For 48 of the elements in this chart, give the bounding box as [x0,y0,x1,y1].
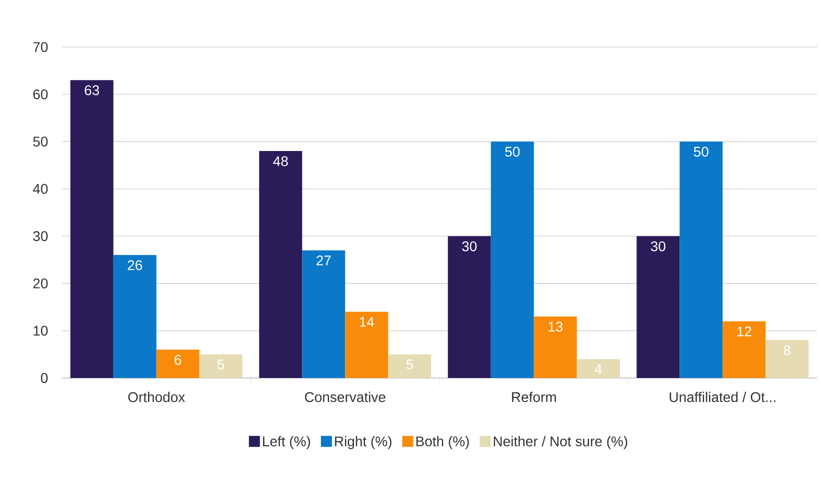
y-tick-label: 40 [32,184,48,194]
y-tick-label: 30 [33,231,48,242]
x-tick-label: Conservative [304,392,386,402]
bar [490,142,534,378]
y-tick-label: 70 [33,42,48,52]
data-label: 5 [218,360,224,370]
y-tick-label: 10 [34,326,48,336]
data-label: 14 [360,317,374,327]
bar [388,354,432,378]
bar [199,354,242,378]
bar [156,350,200,378]
bar [345,312,388,378]
legend-label: Right (%) [335,436,392,450]
y-tick-label: 0 [40,373,48,383]
x-tick-label: Unaffiliated / Ot... [670,392,776,402]
bar [722,321,766,378]
bar [70,80,114,378]
data-label: 48 [273,156,288,166]
x-tick-label: Orthodox [128,392,186,402]
data-label: 5 [406,360,413,370]
bar [534,316,577,378]
legend-label: Both (%) [416,436,469,450]
legend-label: Neither / Not sure (%) [494,436,628,450]
data-label: 30 [462,241,477,252]
data-label: 13 [548,322,563,332]
data-label: 50 [694,146,708,157]
data-label: 6 [174,354,182,365]
data-label: 50 [505,146,520,157]
data-label: 26 [128,260,142,270]
data-label: 63 [84,85,100,96]
y-tick-label: 20 [33,278,48,288]
bar [766,340,809,378]
bar [636,236,680,378]
bar [448,236,491,378]
x-tick-label: Reform [512,392,556,402]
data-label: 4 [594,364,602,374]
data-label: 8 [784,345,790,356]
bar [576,359,620,378]
bar [302,250,346,378]
data-label: 30 [650,241,666,252]
y-tick-label: 50 [33,136,48,147]
bar [680,142,723,378]
bar [113,255,156,378]
data-label: 27 [316,256,331,266]
data-label: 12 [737,326,752,336]
y-tick-label: 60 [33,89,48,100]
bar [259,151,302,378]
legend-label: Left (%) [263,436,310,450]
